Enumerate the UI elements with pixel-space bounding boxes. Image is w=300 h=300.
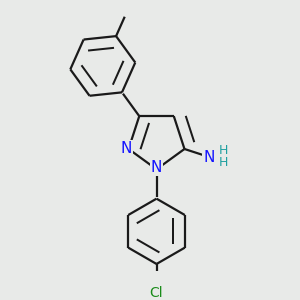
Text: N: N (204, 150, 215, 165)
Text: N: N (151, 160, 162, 175)
Text: N: N (120, 142, 132, 157)
Text: Cl: Cl (150, 286, 163, 300)
Text: H: H (218, 144, 228, 157)
Text: H: H (218, 156, 228, 170)
